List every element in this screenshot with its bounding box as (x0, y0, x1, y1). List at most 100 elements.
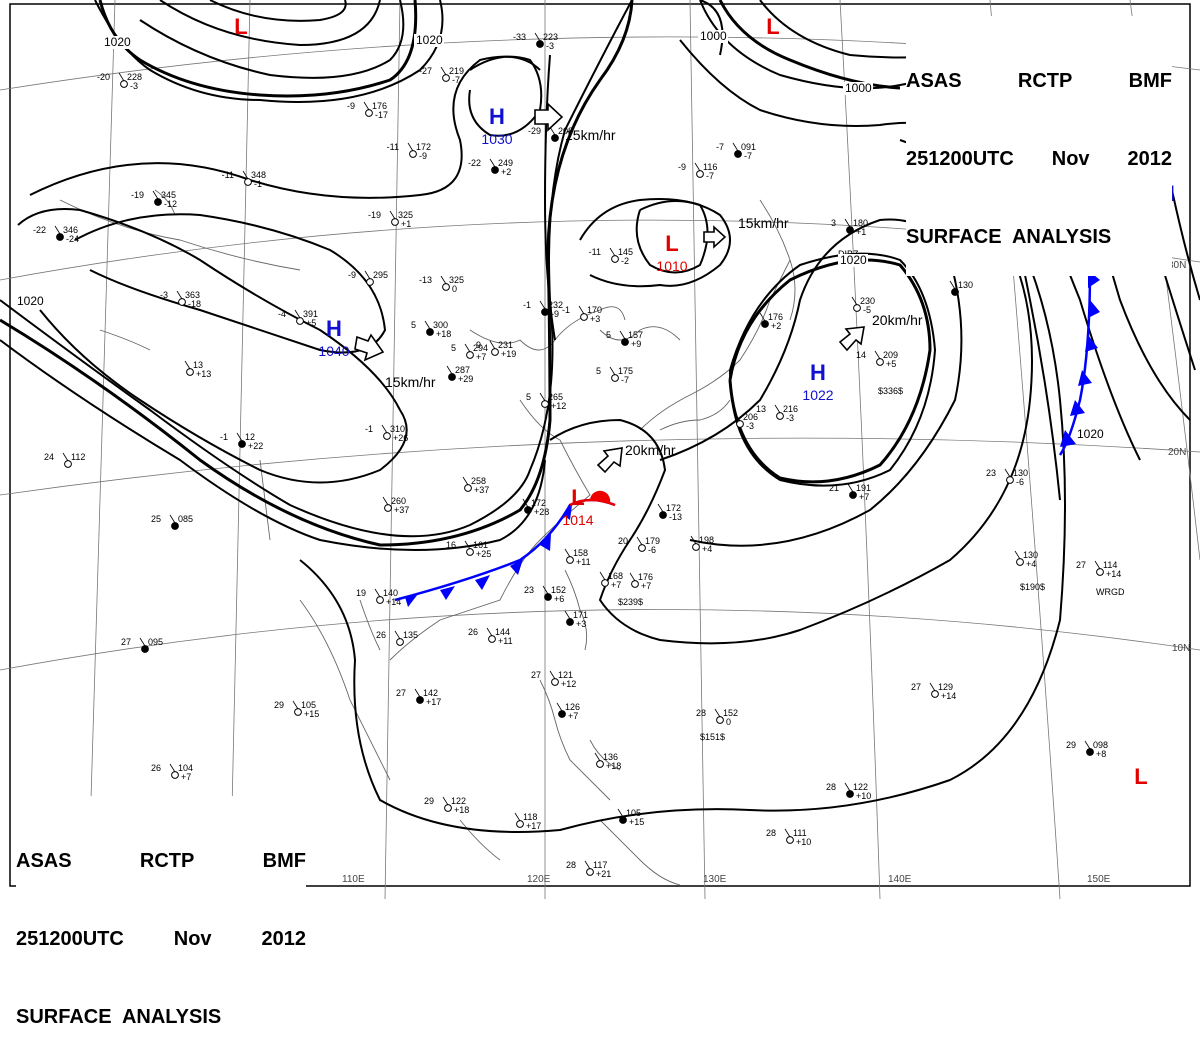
station-temperature: 23 (986, 468, 996, 478)
latitude-label: 10N (1172, 643, 1190, 654)
station-tendency: +17 (526, 821, 541, 831)
header-station: RCTP (1017, 70, 1073, 92)
isobar-label: 1000 (698, 29, 728, 43)
station-plot: 122 28 +10 (826, 782, 871, 801)
station-plot: 168+7 (599, 571, 623, 590)
station-temperature: 29 (1066, 740, 1076, 750)
station-plot: 325 -13 0 (419, 275, 464, 294)
station-temperature: 28 (566, 860, 576, 870)
station-pressure: 145 (618, 247, 633, 257)
wind-barb (118, 72, 125, 82)
station-plot: 176 -9 -17 (347, 101, 388, 120)
station-temperature: -13 (419, 275, 432, 285)
warm-front-semicircle (590, 490, 611, 503)
wind-barb (374, 588, 381, 598)
station-tendency: +12 (561, 679, 576, 689)
wind-barb (657, 503, 664, 513)
header-row-product: ASAS RCTP BMF (16, 848, 306, 874)
isobar-1020 (728, 258, 932, 484)
station-plot: 175 5 -7 (596, 366, 633, 385)
station-tendency: +7 (476, 352, 486, 362)
station-tendency: +6 (554, 594, 564, 604)
isobar (635, 200, 709, 274)
station-temperature: 27 (121, 637, 131, 647)
station-plot: 152 23 +6 (524, 585, 566, 604)
station-tendency: +26 (393, 433, 408, 443)
station-temperature: 26 (151, 763, 161, 773)
station-pressure: 158 (573, 548, 588, 558)
station-pressure: 142 (423, 688, 438, 698)
wind-barb (732, 142, 739, 152)
wind-barb (464, 540, 471, 550)
map-frame (9, 3, 1191, 887)
station-temperature: 20 (618, 536, 628, 546)
station-plot: 13+13 (184, 360, 211, 379)
station-plot: 095 27 (121, 637, 163, 653)
wind-barb (169, 514, 176, 524)
station-temperature: -1 (220, 432, 228, 442)
station-pressure: 209 (883, 350, 898, 360)
isobar-label: 1000 (843, 81, 873, 95)
station-temperature: 9 (476, 340, 481, 350)
station-pressure: 105 (301, 700, 316, 710)
station-temperature: 26 (468, 627, 478, 637)
header-row-time: 251200UTC Nov 2012 (16, 926, 306, 952)
station-pressure: 152 (551, 585, 566, 595)
station-tendency: -2 (621, 256, 629, 266)
station-temperature: -1 (365, 424, 373, 434)
station-tendency: +3 (590, 314, 600, 324)
pressure-center-symbol: L (234, 14, 247, 39)
station-plot: 105 29 +15 (274, 700, 319, 719)
coastline (359, 599, 381, 651)
station-tendency: +1 (401, 219, 411, 229)
station-plot: 145 -11 -2 (589, 247, 633, 266)
station-id: $151$ (700, 732, 725, 742)
wind-barb (381, 424, 388, 434)
station-temperature: -3 (160, 290, 168, 300)
station-pressure: 116 (703, 162, 717, 172)
station-temperature: -19 (368, 210, 381, 220)
station-pressure: 098 (1093, 740, 1108, 750)
station-temperature: -9 (348, 270, 356, 280)
motion-arrow (703, 225, 727, 249)
station-tendency: +28 (534, 507, 549, 517)
station-pressure: 325 (449, 275, 464, 285)
station-plot: 191 21 +7 (829, 483, 871, 502)
station-pressure: 180 (853, 218, 868, 228)
station-tendency: -9 (551, 309, 559, 319)
isobar-label-bg (1075, 428, 1105, 441)
wind-barb (169, 763, 176, 773)
station-pressure: 117 (593, 860, 607, 870)
station-pressure: 136 (603, 752, 618, 762)
isobar-label-bg (15, 295, 45, 308)
station-plot: 206-3 (734, 412, 758, 431)
wind-barb (382, 496, 389, 506)
station-plot: 287+29 (446, 365, 473, 384)
cold-front-triangle (540, 534, 551, 551)
station-pressure: 219 (449, 66, 464, 76)
isobar-label-bg (102, 36, 132, 49)
pressure-center-symbol: H (326, 316, 342, 341)
station-plot: 130 23 -6 (986, 468, 1028, 487)
isobar (159, 0, 381, 47)
station-tendency: +4 (702, 544, 712, 554)
station-plot: 300 5 +18 (411, 320, 451, 339)
coastline (299, 599, 391, 781)
station-pressure: 176 (638, 572, 653, 582)
station-plot: 176+7 (629, 572, 653, 591)
wind-barb (609, 247, 616, 257)
station-temperature: -33 (513, 32, 526, 42)
station-plot: 152 28 0 (696, 708, 738, 727)
station-pressure: 198 (699, 535, 714, 545)
station-plot: 091-7-7 (716, 142, 756, 161)
motion-arrow (838, 326, 865, 352)
isobar-1020 (0, 0, 634, 547)
wind-barb (759, 312, 766, 322)
station-temperature: 5 (596, 366, 601, 376)
wind-barb (534, 32, 541, 42)
station-tendency: +22 (248, 441, 263, 451)
station-temperature: -4 (278, 309, 286, 319)
isobar-labels: 1020 1020 1020 1020 1000 1000 1020 (15, 29, 1105, 441)
station-plot: 172+28 (522, 498, 549, 517)
station-plot: 345 -19 -12 (131, 190, 177, 209)
